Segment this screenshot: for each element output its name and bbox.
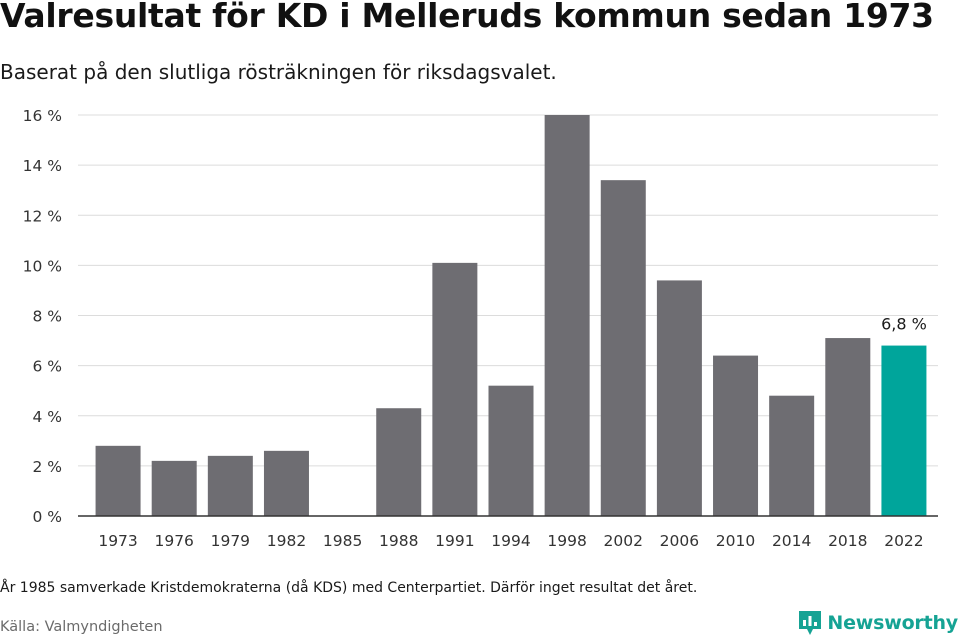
x-tick-label: 1988 [379, 532, 418, 550]
newsworthy-logo-icon [799, 611, 822, 635]
y-tick-label: 6 % [32, 358, 62, 376]
bar-2014 [769, 395, 815, 516]
x-tick-label: 1976 [154, 532, 193, 550]
footnote: År 1985 samverkade Kristdemokraterna (då… [0, 580, 698, 596]
y-tick-label: 2 % [32, 458, 62, 476]
x-tick-label: 1973 [98, 532, 137, 550]
newsworthy-logo[interactable]: Newsworthy [797, 609, 958, 637]
bar-1973 [95, 445, 141, 516]
bar-1976 [151, 460, 197, 516]
y-tick-label: 16 % [23, 107, 62, 125]
x-tick-label: 1994 [491, 532, 530, 550]
bar-chart: 0 % 2 % 4 % 6 % 8 % 10 % 12 % 14 % 16 % 1973 1976 1… [23, 107, 938, 550]
x-tick-label: 1982 [267, 532, 306, 550]
x-tick-label: 1991 [435, 532, 474, 550]
x-tick-label: 2010 [716, 532, 755, 550]
bar-2022 [881, 345, 927, 516]
bar-2018 [825, 338, 871, 516]
x-tick-label: 1998 [547, 532, 586, 550]
chart-title: Valresultat för KD i Melleruds kommun se… [0, 0, 934, 35]
x-tick-label: 2006 [660, 532, 699, 550]
x-tick-label: 2022 [884, 532, 923, 550]
bar-1998 [544, 115, 590, 516]
bar-2002 [600, 180, 646, 516]
chart-subtitle: Baserat på den slutliga rösträkningen fö… [0, 60, 557, 84]
y-tick-label: 4 % [32, 408, 62, 426]
x-tick-label: 1985 [323, 532, 362, 550]
bar-1994 [488, 385, 534, 516]
x-tick-label: 2018 [828, 532, 867, 550]
bar-1988 [376, 408, 422, 516]
bar-1979 [207, 455, 253, 516]
y-tick-label: 0 % [32, 508, 62, 526]
y-tick-label: 14 % [23, 157, 62, 175]
x-tick-label: 1979 [211, 532, 250, 550]
y-tick-label: 12 % [23, 207, 62, 225]
bar-2006 [656, 280, 702, 516]
source-credit: Källa: Valmyndigheten [0, 619, 163, 635]
bar-1991 [432, 262, 478, 516]
y-tick-label: 10 % [23, 257, 62, 275]
x-tick-label: 2014 [772, 532, 811, 550]
data-label-2022: 6,8 % [881, 315, 927, 334]
bar-1982 [263, 450, 309, 516]
brand-name: Newsworthy [827, 612, 958, 634]
y-tick-label: 8 % [32, 308, 62, 326]
bar-2010 [713, 355, 759, 516]
x-tick-label: 2002 [604, 532, 643, 550]
